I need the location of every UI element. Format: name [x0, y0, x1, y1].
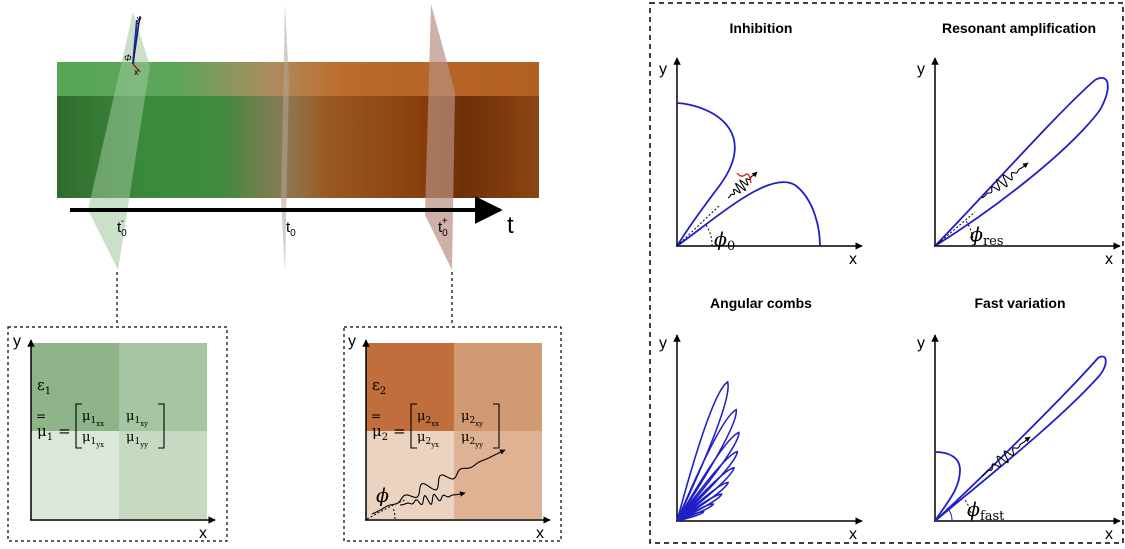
medium-2-phi: ϕ	[376, 485, 389, 507]
angle-arc-inner	[946, 507, 953, 522]
medium-2-cell	[366, 343, 454, 431]
right-panel-frame	[649, 2, 1124, 544]
svg-text:y: y	[137, 14, 142, 24]
reflected-wave	[736, 172, 752, 184]
comb-lobe	[676, 408, 738, 522]
panel-x-label: x	[849, 251, 857, 268]
panel-angle: ϕ0	[714, 229, 735, 254]
panel-y-label: y	[917, 61, 925, 78]
wave-packet	[981, 162, 1029, 199]
timeline-block: t t0- t0 t0+ y Φ x	[57, 4, 539, 326]
medium-1-cell	[31, 431, 119, 519]
medium-2-epsilon: ε2	[372, 376, 386, 397]
panel-title: Fast variation	[974, 295, 1065, 311]
comb-lobes	[676, 380, 740, 522]
medium-1-epsilon: ε1	[37, 376, 51, 397]
tick-t0-plus: t0+	[438, 216, 448, 239]
medium-1-box: y x ε1 μ1 = = μ1xx μ1xy μ1yx μ1yy	[7, 326, 228, 542]
tensor-bar-icon: =	[371, 409, 381, 423]
medium-1-myy: μ1yy	[126, 430, 148, 449]
medium-1-y-label: y	[13, 333, 21, 350]
svg-text:x: x	[134, 67, 139, 77]
medium-2-cell	[454, 431, 542, 519]
comb-lobe	[676, 450, 739, 522]
coordinate-frame-icon: y Φ x	[124, 14, 142, 77]
medium-1-x-label: x	[199, 525, 207, 542]
time-axis-label: t	[507, 212, 514, 239]
medium-2-myy: μ2yy	[461, 430, 483, 449]
matrix-bracket-right	[493, 403, 500, 449]
medium-2-box: y x ε2 μ2 = = μ2xx μ2xy μ2yx μ2yy ϕ	[343, 326, 562, 542]
panel-inhibition: Inhibition y x ϕ0	[659, 20, 863, 268]
matrix-bracket-right	[158, 403, 165, 449]
medium-2-cell	[454, 343, 542, 431]
angle-ray	[676, 204, 721, 247]
panel-fast: Fast variation y x ϕfast	[917, 295, 1121, 543]
panel-combs: Angular combs y x	[659, 295, 863, 543]
angle-arc-path	[965, 220, 974, 247]
medium-1-cell	[119, 343, 207, 431]
svg-text:Φ: Φ	[124, 53, 132, 63]
panel-x-label: x	[1105, 526, 1113, 543]
medium-1-cell	[31, 343, 119, 431]
panel-x-label: x	[1105, 251, 1113, 268]
tick-t0-minus: t0-	[117, 216, 127, 239]
medium-2-mxx: μ2xx	[417, 409, 439, 428]
wave-packet-lower	[399, 491, 466, 506]
panel-y-label: y	[659, 335, 667, 352]
angle-ray	[934, 211, 976, 247]
medium-1-myx: μ1yx	[82, 430, 104, 449]
medium-2-cell	[366, 431, 454, 519]
panel-y-label: y	[659, 61, 667, 78]
medium-1-mxx: μ1xx	[82, 409, 104, 428]
panel-title: Inhibition	[730, 20, 793, 36]
medium-1-mxy: μ1xy	[126, 409, 148, 428]
comb-lobe	[676, 481, 730, 522]
wave-packets: ϕ	[366, 449, 506, 520]
matrix-bracket-left	[410, 403, 417, 449]
wave-packet	[981, 436, 1031, 477]
incident-wave	[366, 499, 406, 520]
radiation-lobe	[676, 181, 821, 247]
angle-arc-path	[705, 224, 713, 247]
panel-y-label: y	[917, 335, 925, 352]
plane-t0-plus	[425, 4, 455, 270]
medium-2-y-label: y	[348, 333, 356, 350]
wave-packet	[727, 171, 758, 199]
panel-angle: ϕres	[970, 224, 1004, 249]
comb-lobe	[676, 431, 740, 522]
medium-1-mu-lhs: μ1 =	[37, 422, 71, 443]
panel-x-label: x	[849, 526, 857, 543]
panel-title: Resonant amplification	[942, 20, 1096, 36]
radiation-lobe	[676, 102, 736, 247]
radiation-lobe	[934, 451, 961, 522]
panel-angle: ϕfast	[967, 499, 1005, 524]
plane-t0	[281, 4, 289, 272]
wave-packet-upper	[371, 449, 506, 515]
comb-lobe	[676, 466, 735, 522]
panel-title: Angular combs	[710, 295, 812, 311]
tensor-bar-icon: =	[36, 409, 46, 423]
medium-2-mu-lhs: μ2 =	[372, 422, 406, 443]
medium-2-x-label: x	[536, 525, 544, 542]
plane-t0-minus	[88, 12, 150, 270]
angle-arc-path	[392, 507, 396, 520]
radiation-lobe	[934, 77, 1109, 247]
comb-lobe	[676, 511, 705, 522]
tick-t0: t0	[286, 219, 296, 239]
medium-2-mxy: μ2xy	[461, 409, 483, 428]
radiation-lobe	[934, 355, 1107, 522]
panel-resonant: Resonant amplification y x ϕres	[917, 20, 1121, 268]
medium-2-myx: μ2yx	[417, 430, 439, 449]
medium-1-cell	[119, 431, 207, 519]
angle-arc-path	[964, 499, 973, 522]
matrix-bracket-left	[75, 403, 82, 449]
